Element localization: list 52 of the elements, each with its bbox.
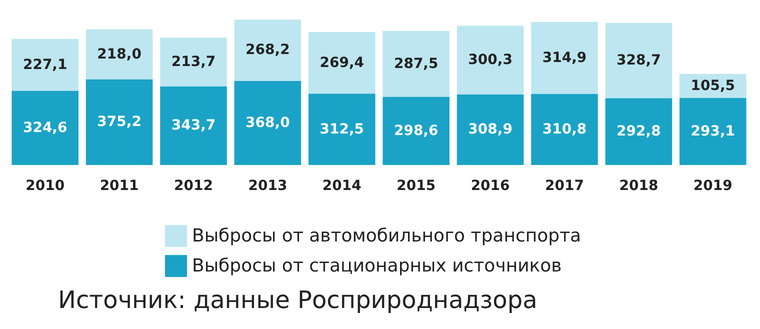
x-tick-label: 2015 xyxy=(396,178,436,194)
x-tick-label: 2017 xyxy=(545,178,584,194)
bar xyxy=(86,29,153,80)
legend-label: Выбросы от автомобильного транспорта xyxy=(192,226,582,246)
data-label: 105,5 xyxy=(690,78,736,94)
data-label: 308,9 xyxy=(468,122,512,138)
bar xyxy=(160,38,227,86)
bar xyxy=(234,20,302,81)
data-label: 298,6 xyxy=(394,122,438,139)
data-label: 269,4 xyxy=(320,54,364,71)
bar xyxy=(160,86,227,165)
data-label: 312,5 xyxy=(320,121,364,138)
data-label: 287,5 xyxy=(394,56,438,72)
legend-label: Выбросы от стационарных источников xyxy=(192,256,562,276)
x-tick-label: 2012 xyxy=(174,178,213,194)
data-label: 227,1 xyxy=(22,56,68,73)
data-label: 375,2 xyxy=(97,114,142,130)
data-label: 310,8 xyxy=(542,121,587,138)
x-tick-label: 2010 xyxy=(26,178,65,194)
data-label: 314,9 xyxy=(542,50,587,66)
data-label: 343,7 xyxy=(171,118,216,134)
x-tick-label: 2016 xyxy=(470,178,510,194)
data-label: 268,2 xyxy=(246,42,290,58)
x-tick-label: 2011 xyxy=(100,178,139,194)
data-label: 328,7 xyxy=(616,52,661,69)
x-tick-label: 2014 xyxy=(322,178,362,194)
bar xyxy=(456,26,524,94)
data-label: 300,3 xyxy=(468,52,512,68)
bar xyxy=(531,22,598,94)
bar xyxy=(605,98,672,165)
bar xyxy=(12,38,78,91)
data-label: 293,1 xyxy=(690,124,736,140)
bar xyxy=(382,96,450,165)
x-tick-label: 2013 xyxy=(248,178,288,194)
bar xyxy=(234,80,302,165)
x-tick-label: 2018 xyxy=(619,178,658,194)
x-tick-label: 2019 xyxy=(693,178,732,194)
bar xyxy=(680,98,746,165)
data-label: 292,8 xyxy=(616,124,661,140)
bar xyxy=(605,22,672,98)
data-label: 213,7 xyxy=(171,54,216,70)
data-label: 368,0 xyxy=(246,114,290,131)
data-label: 218,0 xyxy=(97,46,142,62)
data-label: 324,6 xyxy=(22,120,68,136)
bar xyxy=(531,94,598,165)
bar xyxy=(308,94,376,165)
bar xyxy=(86,79,153,165)
bar xyxy=(308,32,376,94)
bar xyxy=(12,90,78,165)
bar xyxy=(456,94,524,165)
bar xyxy=(382,31,450,97)
text: Источник: данные Росприроднадзора xyxy=(58,286,538,314)
